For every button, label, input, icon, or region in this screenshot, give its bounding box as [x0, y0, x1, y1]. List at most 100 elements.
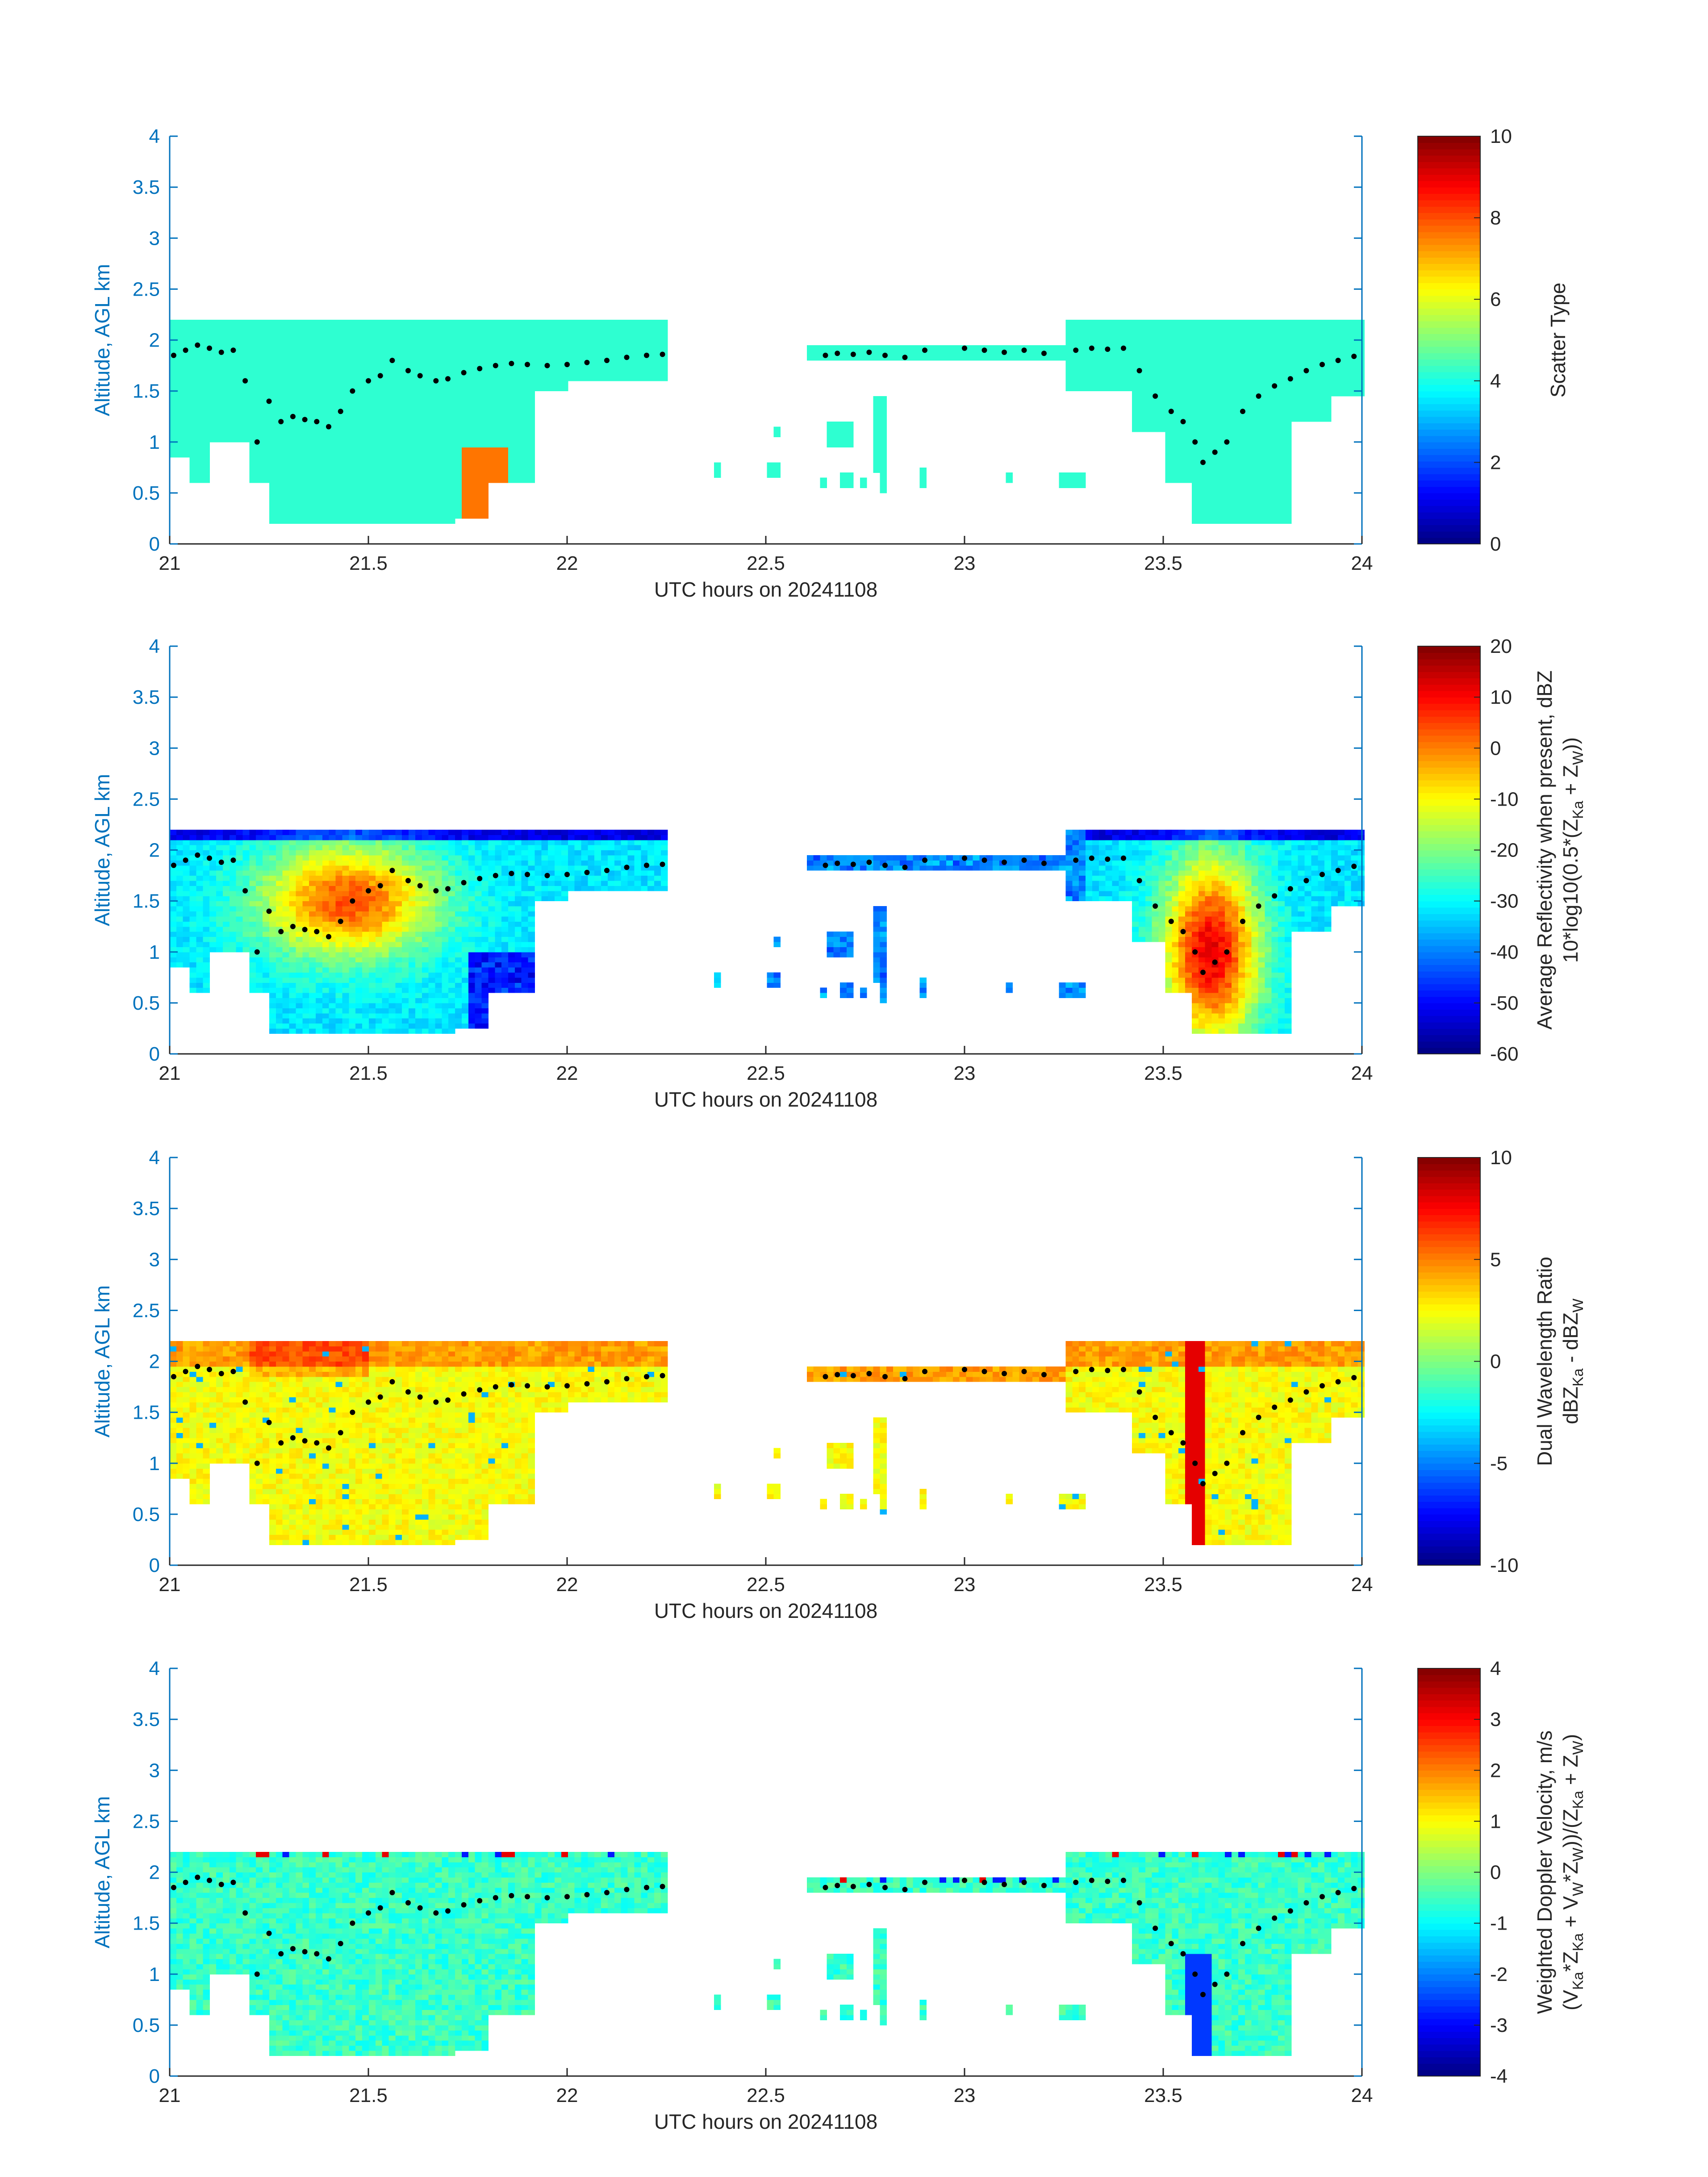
- heatmap-cell: [561, 350, 568, 356]
- heatmap-cell: [349, 875, 356, 881]
- heatmap-cell: [269, 901, 276, 907]
- heatmap-cell: [521, 437, 529, 443]
- heatmap-cell: [362, 881, 369, 886]
- heatmap-cell: [535, 345, 542, 351]
- heatmap-cell: [296, 462, 303, 468]
- heatmap-cell: [528, 406, 535, 412]
- heatmap-cell: [289, 431, 296, 437]
- heatmap-cell: [1079, 380, 1086, 386]
- heatmap-cell: [349, 957, 356, 963]
- heatmap-cell: [395, 1018, 402, 1024]
- heatmap-cell: [395, 319, 402, 325]
- heatmap-cell: [176, 426, 184, 432]
- heatmap-cell: [514, 319, 522, 325]
- heatmap-cell: [481, 319, 489, 325]
- heatmap-cell: [203, 380, 210, 386]
- heatmap-cell: [329, 330, 336, 335]
- heatmap-cell: [242, 932, 250, 937]
- heatmap-cell: [428, 498, 436, 504]
- heatmap-cell: [395, 932, 402, 937]
- heatmap-cell: [309, 335, 316, 341]
- heatmap-cell: [170, 941, 177, 947]
- heatmap-cell: [276, 952, 283, 957]
- heatmap-cell: [309, 422, 316, 427]
- heatmap-cell: [1285, 467, 1292, 473]
- heatmap-cell: [1258, 462, 1265, 468]
- heatmap-cell: [1211, 386, 1219, 392]
- heatmap-cell: [362, 972, 369, 978]
- cloud-top-dot: [624, 355, 630, 360]
- heatmap-cell: [395, 345, 402, 351]
- heatmap-cell: [495, 462, 502, 468]
- heatmap-cell: [495, 376, 502, 381]
- heatmap-cell: [521, 319, 529, 325]
- heatmap-cell: [806, 345, 814, 351]
- heatmap-cell: [263, 477, 270, 483]
- heatmap-cell: [521, 396, 529, 401]
- colorbar-swatch: [1418, 263, 1480, 271]
- heatmap-cell: [362, 498, 369, 504]
- heatmap-cell: [1165, 396, 1172, 401]
- heatmap-cell: [1271, 319, 1278, 325]
- heatmap-cell: [1344, 380, 1352, 386]
- heatmap-cell: [203, 926, 210, 932]
- heatmap-cell: [388, 1023, 396, 1029]
- heatmap-cell: [276, 998, 283, 1003]
- heatmap-cell: [269, 921, 276, 927]
- heatmap-cell: [521, 442, 529, 447]
- heatmap-cell: [269, 483, 276, 488]
- heatmap-cell: [574, 340, 582, 346]
- heatmap-cell: [1291, 345, 1299, 351]
- heatmap-cell: [362, 330, 369, 335]
- heatmap-cell: [1324, 401, 1332, 407]
- heatmap-cell: [488, 401, 495, 407]
- heatmap-cell: [382, 845, 389, 851]
- heatmap-cell: [1198, 340, 1206, 346]
- heatmap-cell: [203, 901, 210, 907]
- heatmap-cell: [1344, 360, 1352, 366]
- heatmap-cell: [1072, 371, 1079, 376]
- heatmap-cell: [508, 477, 515, 483]
- heatmap-cell: [209, 941, 217, 947]
- heatmap-cell: [302, 518, 309, 524]
- heatmap-cell: [1304, 401, 1312, 407]
- heatmap-cell: [362, 845, 369, 851]
- heatmap-cell: [289, 1003, 296, 1008]
- heatmap-cell: [382, 493, 389, 498]
- heatmap-cell: [873, 426, 880, 432]
- heatmap-cell: [402, 376, 409, 381]
- heatmap-cell: [455, 325, 462, 330]
- heatmap-cell: [355, 845, 363, 851]
- heatmap-cell: [1145, 371, 1153, 376]
- heatmap-cell: [189, 401, 197, 407]
- heatmap-cell: [222, 886, 230, 891]
- heatmap-cell: [561, 345, 568, 351]
- heatmap-cell: [1244, 376, 1252, 381]
- heatmap-cell: [415, 422, 422, 427]
- heatmap-cell: [1165, 467, 1172, 473]
- heatmap-cell: [468, 391, 476, 397]
- heatmap-cell: [382, 380, 389, 386]
- heatmap-cell: [415, 401, 422, 407]
- heatmap-cell: [873, 431, 880, 437]
- heatmap-cell: [1211, 518, 1219, 524]
- heatmap-cell: [216, 380, 223, 386]
- heatmap-cell: [335, 437, 343, 443]
- heatmap-cell: [335, 396, 343, 401]
- heatmap-cell: [362, 416, 369, 422]
- heatmap-cell: [388, 962, 396, 968]
- heatmap-cell: [342, 936, 349, 942]
- heatmap-cell: [209, 391, 217, 397]
- heatmap-cell: [209, 360, 217, 366]
- heatmap-cell: [514, 345, 522, 351]
- heatmap-cell: [873, 401, 880, 407]
- heatmap-cell: [528, 330, 535, 335]
- heatmap-cell: [302, 936, 309, 942]
- heatmap-cell: [1258, 380, 1265, 386]
- heatmap-cell: [216, 437, 223, 443]
- heatmap-cell: [269, 477, 276, 483]
- heatmap-cell: [269, 345, 276, 351]
- heatmap-cell: [395, 371, 402, 376]
- heatmap-cell: [342, 890, 349, 896]
- heatmap-cell: [355, 957, 363, 963]
